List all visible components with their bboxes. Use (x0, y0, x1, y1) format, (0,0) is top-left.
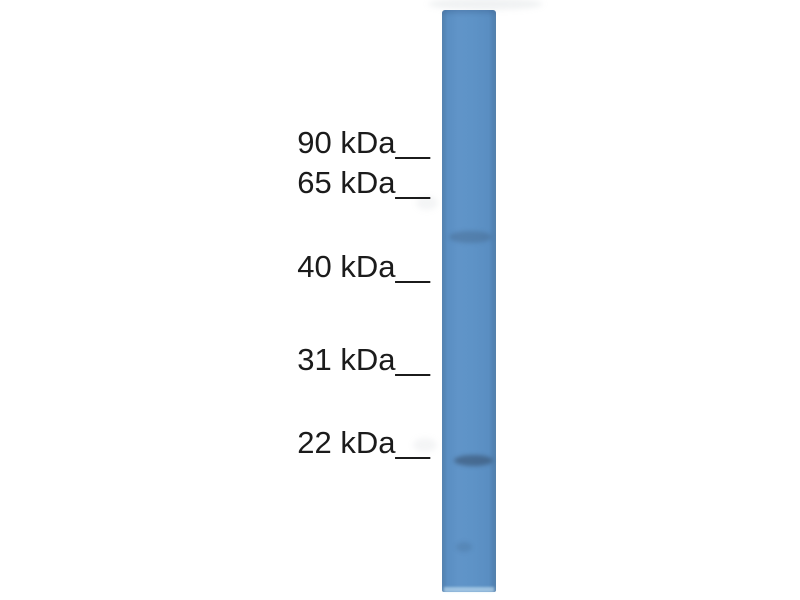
marker-tick-line: __ (395, 125, 430, 160)
marker-22kda: 22 kDa__ (297, 427, 430, 458)
marker-65kda: 65 kDa__ (297, 167, 430, 198)
marker-tick-line: __ (395, 342, 430, 377)
marker-label: 90 kDa (297, 125, 396, 160)
lane-speck (456, 542, 472, 552)
marker-31kda: 31 kDa__ (297, 344, 430, 375)
background-smudge (428, 0, 543, 10)
marker-label: 65 kDa (297, 165, 396, 200)
protein-band-upper (449, 231, 492, 243)
marker-tick-line: __ (395, 425, 430, 460)
marker-40kda: 40 kDa__ (297, 251, 430, 282)
marker-90kda: 90 kDa__ (297, 127, 430, 158)
marker-label: 22 kDa (297, 425, 396, 460)
marker-label: 40 kDa (297, 249, 396, 284)
marker-label: 31 kDa (297, 342, 396, 377)
marker-tick-line: __ (395, 165, 430, 200)
background-smudge (413, 438, 437, 452)
lane-bottom-edge (444, 587, 494, 592)
background-smudge (416, 196, 438, 210)
marker-tick-line: __ (395, 249, 430, 284)
protein-band-lower (454, 455, 493, 466)
blot-lane (442, 10, 496, 592)
